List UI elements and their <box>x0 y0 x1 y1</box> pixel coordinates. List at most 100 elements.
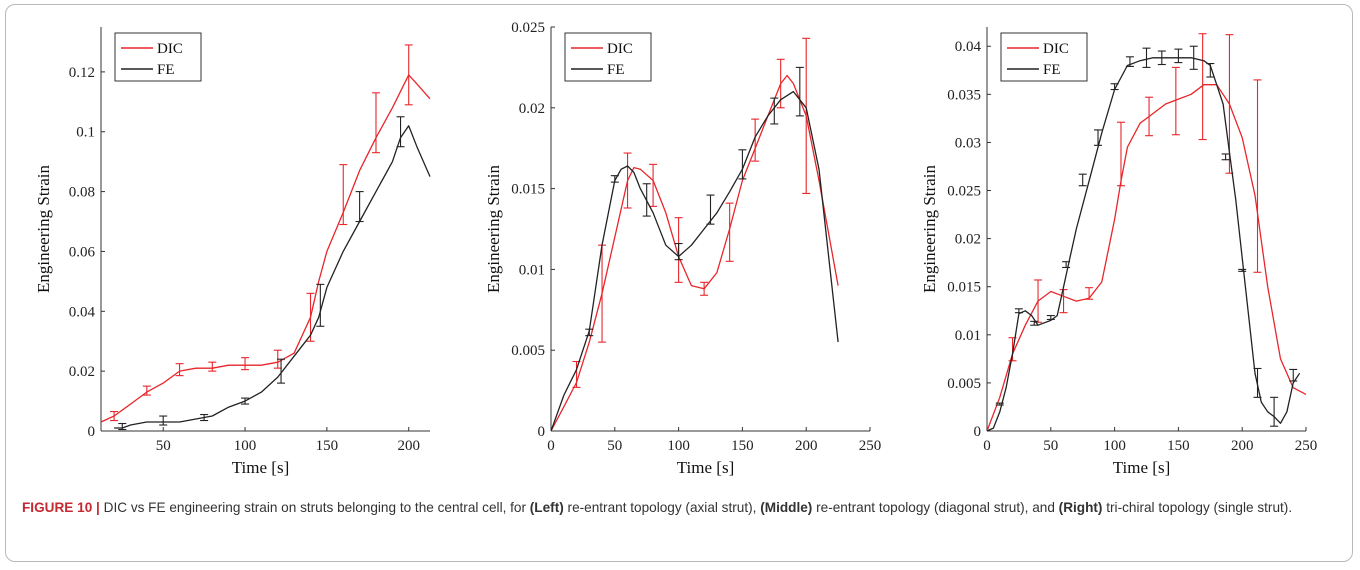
errorbar-fe-right <box>1289 368 1298 382</box>
series-line-dic-right <box>987 84 1307 432</box>
errorbar-fe-right <box>1253 367 1262 398</box>
y-tick-label-right: 0.005 <box>947 376 981 392</box>
errorbar-fe-right <box>1014 308 1023 314</box>
legend-box-right <box>1000 32 1088 82</box>
errorbar-fe-left <box>159 415 168 426</box>
errorbar-dic-left <box>241 357 250 371</box>
series-line-dic-left <box>101 74 431 423</box>
errorbar-dic-middle <box>623 152 632 209</box>
legend-label-fe-middle: FE <box>607 62 625 78</box>
legend-box-left <box>114 32 202 82</box>
errorbar-dic-left <box>208 361 217 372</box>
y-tick-label-right: 0.015 <box>947 280 981 296</box>
errorbar-fe-left <box>396 116 405 148</box>
y-tick-label-left: 0.08 <box>69 185 95 201</box>
caption-text-4: tri-chiral topology (single strut). <box>1102 500 1293 515</box>
series-line-dic-middle <box>551 74 839 432</box>
errorbar-dic-left <box>339 164 348 226</box>
series-line-fe-middle <box>551 90 839 432</box>
errorbar-dic-right <box>1034 279 1043 323</box>
errorbar-fe-left <box>118 422 127 431</box>
errorbar-fe-middle <box>738 149 747 180</box>
errorbar-fe-middle <box>674 242 683 261</box>
caption-left-keyword: (Left) <box>529 500 564 515</box>
x-tick-label-left: 100 <box>234 438 257 454</box>
y-axis-label-right: Engineering Strain <box>920 165 939 293</box>
errorbar-dic-right <box>1116 121 1125 187</box>
errorbar-fe-right <box>1189 45 1198 70</box>
caption-middle-keyword: (Middle) <box>760 500 813 515</box>
series-line-fe-left <box>114 125 431 429</box>
legend-label-dic-middle: DIC <box>607 41 633 57</box>
legend-middle: DIC FE <box>564 32 652 82</box>
errorbar-fe-left <box>355 191 364 223</box>
y-tick-label-right: 0.02 <box>955 232 981 248</box>
caption-right-keyword: (Right) <box>1058 500 1103 515</box>
errorbar-fe-right <box>1238 268 1247 272</box>
errorbar-fe-right <box>1221 153 1230 161</box>
y-tick-label-left: 0.02 <box>69 364 95 380</box>
errorbar-fe-middle <box>770 97 779 125</box>
errorbar-fe-right <box>1125 56 1134 67</box>
legend-label-fe-right: FE <box>1043 62 1061 78</box>
x-tick-label-right: 0 <box>983 438 991 454</box>
x-tick-label-left: 200 <box>397 438 420 454</box>
y-tick-label-middle: 0.025 <box>511 20 545 36</box>
x-tick-label-left: 150 <box>316 438 339 454</box>
errorbar-dic-left <box>371 92 380 154</box>
errorbar-fe-right <box>1174 48 1183 64</box>
errorbar-fe-left <box>241 397 250 405</box>
x-axis-label-left: Time [s] <box>232 458 289 477</box>
errorbar-fe-left <box>200 413 209 422</box>
figure-plots: 50 100 150 200 0 0.02 0.04 0.06 0.08 0.1 0.12 Time … <box>34 20 1318 477</box>
errorbar-fe-middle <box>706 194 715 225</box>
errorbar-fe-left <box>316 283 325 327</box>
errorbar-fe-middle <box>642 183 651 217</box>
y-axis-label-middle: Engineering Strain <box>484 165 503 293</box>
caption-label: FIGURE 10 | <box>22 500 100 515</box>
y-tick-label-right: 0.03 <box>955 135 981 151</box>
y-tick-label-left: 0.06 <box>69 244 96 260</box>
errorbar-dic-right <box>1253 79 1262 273</box>
x-tick-label-middle: 0 <box>547 438 555 454</box>
x-tick-label-left: 50 <box>156 438 171 454</box>
errorbar-dic-left <box>175 363 184 377</box>
x-tick-label-middle: 250 <box>859 438 882 454</box>
y-tick-label-middle: 0 <box>538 424 546 440</box>
y-tick-label-right: 0.04 <box>955 39 982 55</box>
errorbar-dic-right <box>1171 66 1180 136</box>
y-tick-label-right: 0 <box>974 424 982 440</box>
figure-frame <box>5 4 1353 562</box>
y-tick-label-left: 0 <box>88 424 96 440</box>
caption-text-3: re-entrant topology (diagonal strut), an… <box>812 500 1059 515</box>
errorbar-dic-right <box>1198 33 1207 141</box>
figure-caption: FIGURE 10 | DIC vs FE engineering strain… <box>22 497 1332 519</box>
chart-middle: 0 50 100 150 200 250 0 0.005 0.01 0.015 0.02 0.025 T… <box>484 20 881 477</box>
errorbar-dic-left <box>142 385 151 396</box>
legend-label-dic-right: DIC <box>1043 41 1069 57</box>
caption-text-1: DIC vs FE engineering strain on struts b… <box>103 500 530 515</box>
x-tick-label-middle: 200 <box>795 438 818 454</box>
y-tick-label-left: 0.04 <box>69 304 96 320</box>
errorbar-fe-right <box>1078 173 1087 187</box>
errorbar-fe-middle <box>585 328 594 337</box>
errorbar-dic-middle <box>751 118 760 162</box>
y-tick-label-middle: 0.02 <box>519 101 545 117</box>
legend-box-middle <box>564 32 652 82</box>
x-tick-label-middle: 50 <box>607 438 622 454</box>
y-tick-label-right: 0.01 <box>955 328 981 344</box>
errorbar-dic-left <box>306 292 315 342</box>
errorbar-fe-right <box>1030 320 1039 326</box>
legend-label-fe-left: FE <box>157 62 175 78</box>
legend-right: DIC FE <box>1000 32 1088 82</box>
errorbar-dic-left <box>110 410 119 422</box>
x-tick-label-right: 100 <box>1103 438 1126 454</box>
x-tick-label-right: 250 <box>1295 438 1318 454</box>
errorbar-fe-left <box>277 358 286 384</box>
errorbar-fe-right <box>1094 129 1103 146</box>
errorbar-fe-right <box>1062 261 1071 269</box>
x-tick-label-middle: 150 <box>731 438 754 454</box>
legend-left: DIC FE <box>114 32 202 82</box>
y-tick-label-left: 0.1 <box>76 125 95 141</box>
chart-left: 50 100 150 200 0 0.02 0.04 0.06 0.08 0.1 0.12 Time … <box>34 27 431 477</box>
